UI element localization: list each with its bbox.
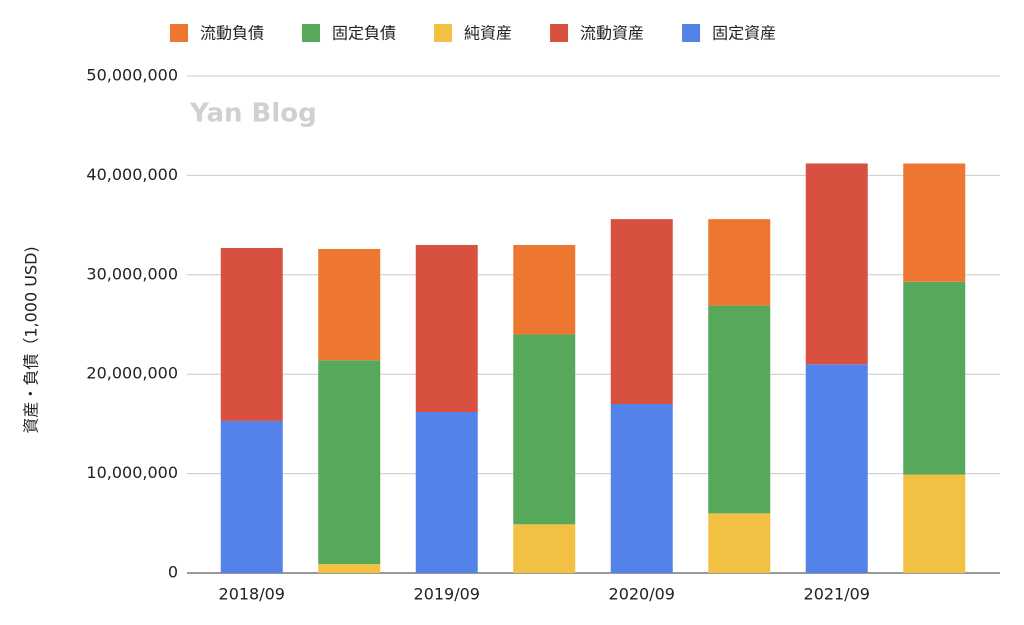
bar-segment bbox=[415, 244, 478, 412]
bar-segment bbox=[903, 163, 966, 282]
bar-segment bbox=[708, 513, 771, 573]
y-tick-label: 20,000,000 bbox=[86, 364, 178, 383]
y-tick-label: 10,000,000 bbox=[86, 463, 178, 482]
bar-segment bbox=[610, 219, 673, 405]
legend-swatch bbox=[302, 24, 321, 42]
legend-label: 純資産 bbox=[464, 24, 512, 43]
y-tick-label: 30,000,000 bbox=[86, 264, 178, 283]
x-tick-label: 2020/09 bbox=[609, 585, 675, 604]
bar-segment bbox=[805, 163, 868, 365]
bar-segment bbox=[318, 564, 381, 573]
bar-segment bbox=[220, 420, 283, 573]
bar-segment bbox=[318, 360, 381, 565]
bar-segment bbox=[513, 244, 576, 335]
y-tick-label: 50,000,000 bbox=[86, 66, 178, 85]
bar-segment bbox=[805, 364, 868, 573]
legend-swatch bbox=[550, 24, 569, 42]
bar-segment bbox=[903, 474, 966, 573]
x-tick-label: 2021/09 bbox=[804, 585, 870, 604]
x-tick-label: 2018/09 bbox=[219, 585, 285, 604]
bar-segment bbox=[903, 281, 966, 475]
bar-segment bbox=[220, 247, 283, 421]
legend-swatch bbox=[682, 24, 701, 42]
y-axis-label: 資産・負債（1,000 USD) bbox=[22, 246, 41, 433]
legend-label: 固定資産 bbox=[712, 24, 776, 43]
y-tick-label: 40,000,000 bbox=[86, 165, 178, 184]
legend-label: 流動負債 bbox=[200, 24, 264, 43]
bar-segment bbox=[513, 334, 576, 525]
bar-segment bbox=[513, 524, 576, 573]
bar-segment bbox=[610, 404, 673, 573]
bar-segment bbox=[318, 248, 381, 361]
legend-swatch bbox=[170, 24, 188, 42]
x-tick-label: 2019/09 bbox=[414, 585, 480, 604]
y-tick-label: 0 bbox=[168, 563, 178, 582]
watermark: Yan Blog bbox=[189, 99, 317, 129]
legend-swatch bbox=[434, 24, 453, 42]
bar-segment bbox=[415, 411, 478, 573]
bar-segment bbox=[708, 219, 771, 306]
legend-label: 流動資産 bbox=[580, 24, 644, 43]
bar-segment bbox=[708, 305, 771, 514]
legend-label: 固定負債 bbox=[332, 24, 396, 43]
